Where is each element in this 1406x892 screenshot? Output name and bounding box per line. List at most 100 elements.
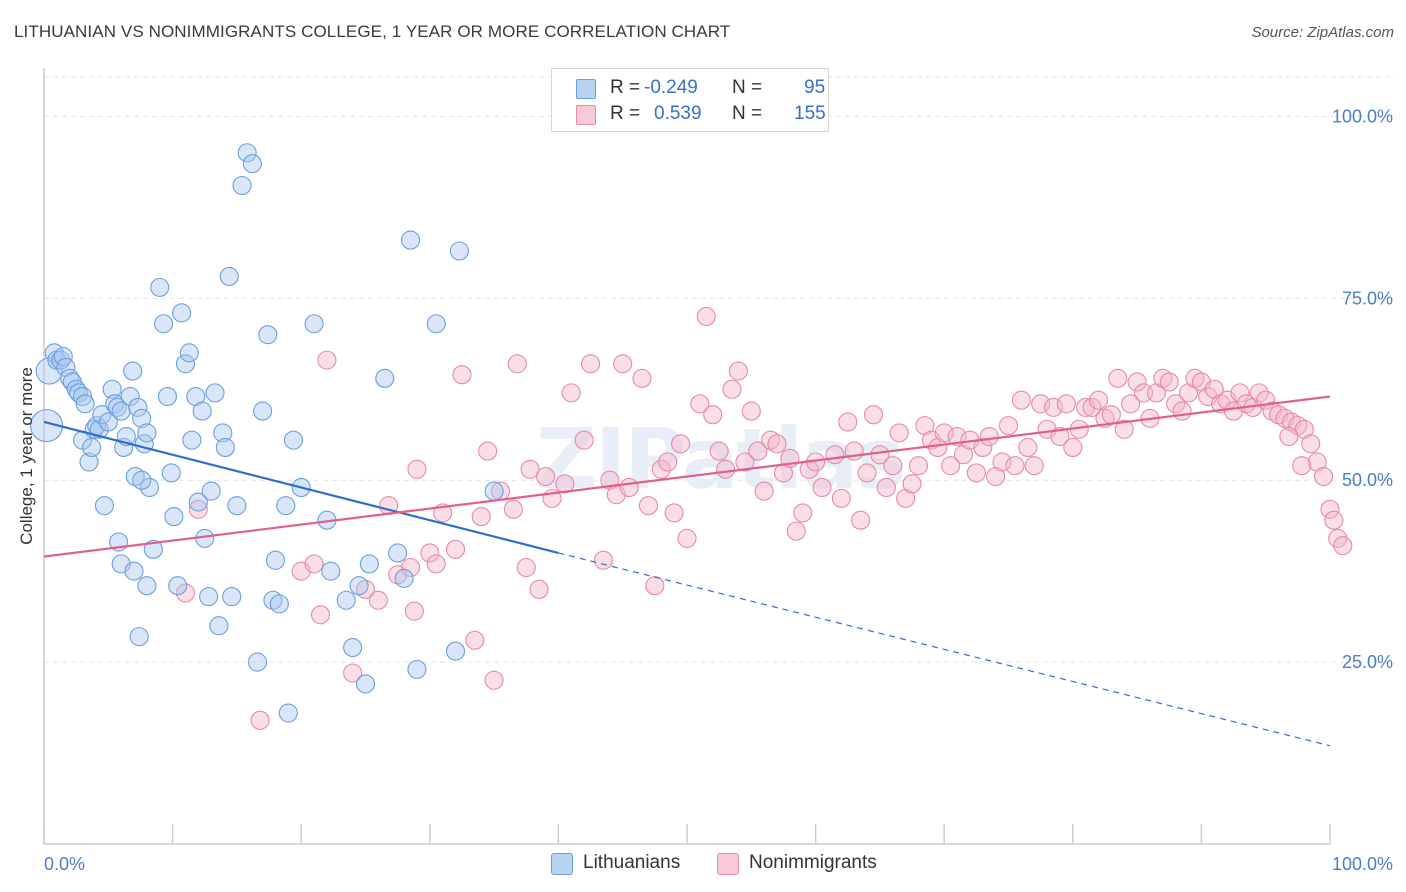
nonimmigrant-point [503, 499, 523, 519]
nonimmigrant-point [851, 510, 871, 530]
lithuanian-point [242, 154, 262, 174]
lithuanian-point [394, 568, 414, 588]
nonimmigrant-point [1324, 510, 1344, 530]
nonimmigrant-point [1279, 426, 1299, 447]
nonimmigrant-point [471, 507, 491, 527]
legend-r-value: -0.249 [644, 77, 698, 98]
nonimmigrant-point [304, 554, 324, 574]
lithuanian-point [132, 408, 152, 428]
lithuanian-point [164, 507, 184, 527]
nonimmigrant-point [1159, 372, 1179, 392]
lithuanian-point [188, 492, 208, 512]
y-tick-label: 25.0% [1342, 652, 1393, 672]
lithuanian-point [449, 241, 469, 261]
nonimmigrant-point [966, 463, 986, 483]
bottom-legend-swatch-pink [717, 853, 739, 875]
lithuanian-point [375, 368, 395, 388]
lithuanian-point [132, 470, 152, 490]
nonimmigrant-point [1249, 383, 1269, 403]
lithuanian-point [400, 230, 421, 250]
legend-n-value: 95 [804, 77, 826, 98]
nonimmigrant-point [709, 441, 729, 461]
lithuanian-point [124, 561, 144, 581]
legend-r-label: R = [610, 77, 641, 98]
lithuanian-point [201, 481, 221, 501]
lithuanian-point [258, 325, 278, 345]
nonimmigrant-point [1230, 383, 1250, 403]
lithuanian-point [120, 386, 140, 407]
nonimmigrant-point [1320, 499, 1340, 519]
legend-n-label: N = [732, 103, 763, 124]
nonimmigrant-point [368, 590, 388, 610]
lithuanian-point [355, 674, 376, 694]
nonimmigrant-point [754, 481, 774, 501]
lithuanian-point [215, 437, 235, 457]
nonimmigrant-point [767, 434, 787, 454]
nonimmigrant-point [310, 605, 331, 625]
lithuanian-point [35, 357, 63, 385]
nonimmigrant-point [908, 456, 929, 476]
nonimmigrant-point [1088, 390, 1109, 410]
y-tick-label: 75.0% [1342, 288, 1393, 308]
lithuanian-point [192, 401, 212, 421]
lithuanian-point [60, 368, 80, 388]
lithuanian-point [232, 175, 252, 196]
nonimmigrant-point [825, 445, 845, 465]
nonimmigrant-point [426, 554, 446, 574]
chart-source: Source: ZipAtlas.com [1251, 24, 1394, 41]
correlation-legend: R = -0.249 N = 95 R = 0.539 N = 155 [551, 68, 829, 132]
lithuanian-point [321, 561, 341, 581]
lithuanian-point [265, 550, 286, 570]
nonimmigrant-point [574, 430, 594, 450]
x-tick-label: 0.0% [44, 854, 85, 874]
nonimmigrant-point [561, 383, 581, 403]
nonimmigrant-point [677, 528, 697, 548]
trend-lines [43, 395, 1331, 747]
lithuanian-point [102, 379, 122, 399]
nonimmigrant-point [741, 401, 761, 421]
nonimmigrant-point [407, 459, 427, 479]
nonimmigrant-point [1095, 408, 1115, 428]
nonimmigrant-point [593, 550, 613, 570]
nonimmigrant-point [420, 543, 440, 563]
lithuanian-point [269, 594, 289, 614]
nonimmigrant-point [1127, 372, 1147, 392]
lithuanian-point [359, 554, 379, 574]
legend-swatch-pink [576, 105, 596, 125]
nonimmigrant-point [535, 467, 556, 487]
lithuanian-point [237, 143, 257, 163]
watermark: ZIPatlas [536, 410, 906, 508]
lithuanian-point [205, 383, 225, 403]
nonimmigrant-point [1333, 536, 1353, 556]
lithuanian-point [128, 397, 148, 417]
lithuanian-point [168, 576, 188, 596]
lithuanian-point [92, 405, 112, 425]
lithuanian-point [161, 463, 181, 483]
nonimmigrant-point [703, 405, 723, 425]
nonimmigrant-point [1166, 394, 1186, 414]
nonimmigrant-point [1292, 456, 1312, 476]
lithuanian-point [484, 481, 504, 501]
lithuanian-point [407, 659, 427, 679]
nonimmigrant-point [1153, 368, 1173, 388]
bottom-legend-swatch-blue [551, 853, 573, 875]
nonimmigrant-point [902, 474, 922, 494]
nonimmigrant-point [876, 477, 896, 498]
lithuanian-point [388, 543, 408, 563]
nonimmigrant-point [728, 361, 748, 381]
lithuanian-point [137, 576, 157, 596]
nonimmigrant-point [1172, 401, 1192, 421]
legend-n-value: 155 [794, 103, 826, 124]
nonimmigrant-point [979, 426, 999, 447]
lithuanian-point [263, 590, 283, 610]
lithuanians-points [30, 143, 504, 723]
nonimmigrant-point [831, 488, 851, 508]
nonimmigrant-point [857, 463, 877, 483]
lithuanian-point [182, 430, 202, 450]
nonimmigrant-point [645, 576, 665, 596]
nonimmigrant-trend-line [43, 395, 1331, 558]
nonimmigrant-point [484, 670, 504, 690]
nonimmigrant-point [619, 477, 639, 498]
lithuanian-point [150, 277, 170, 297]
